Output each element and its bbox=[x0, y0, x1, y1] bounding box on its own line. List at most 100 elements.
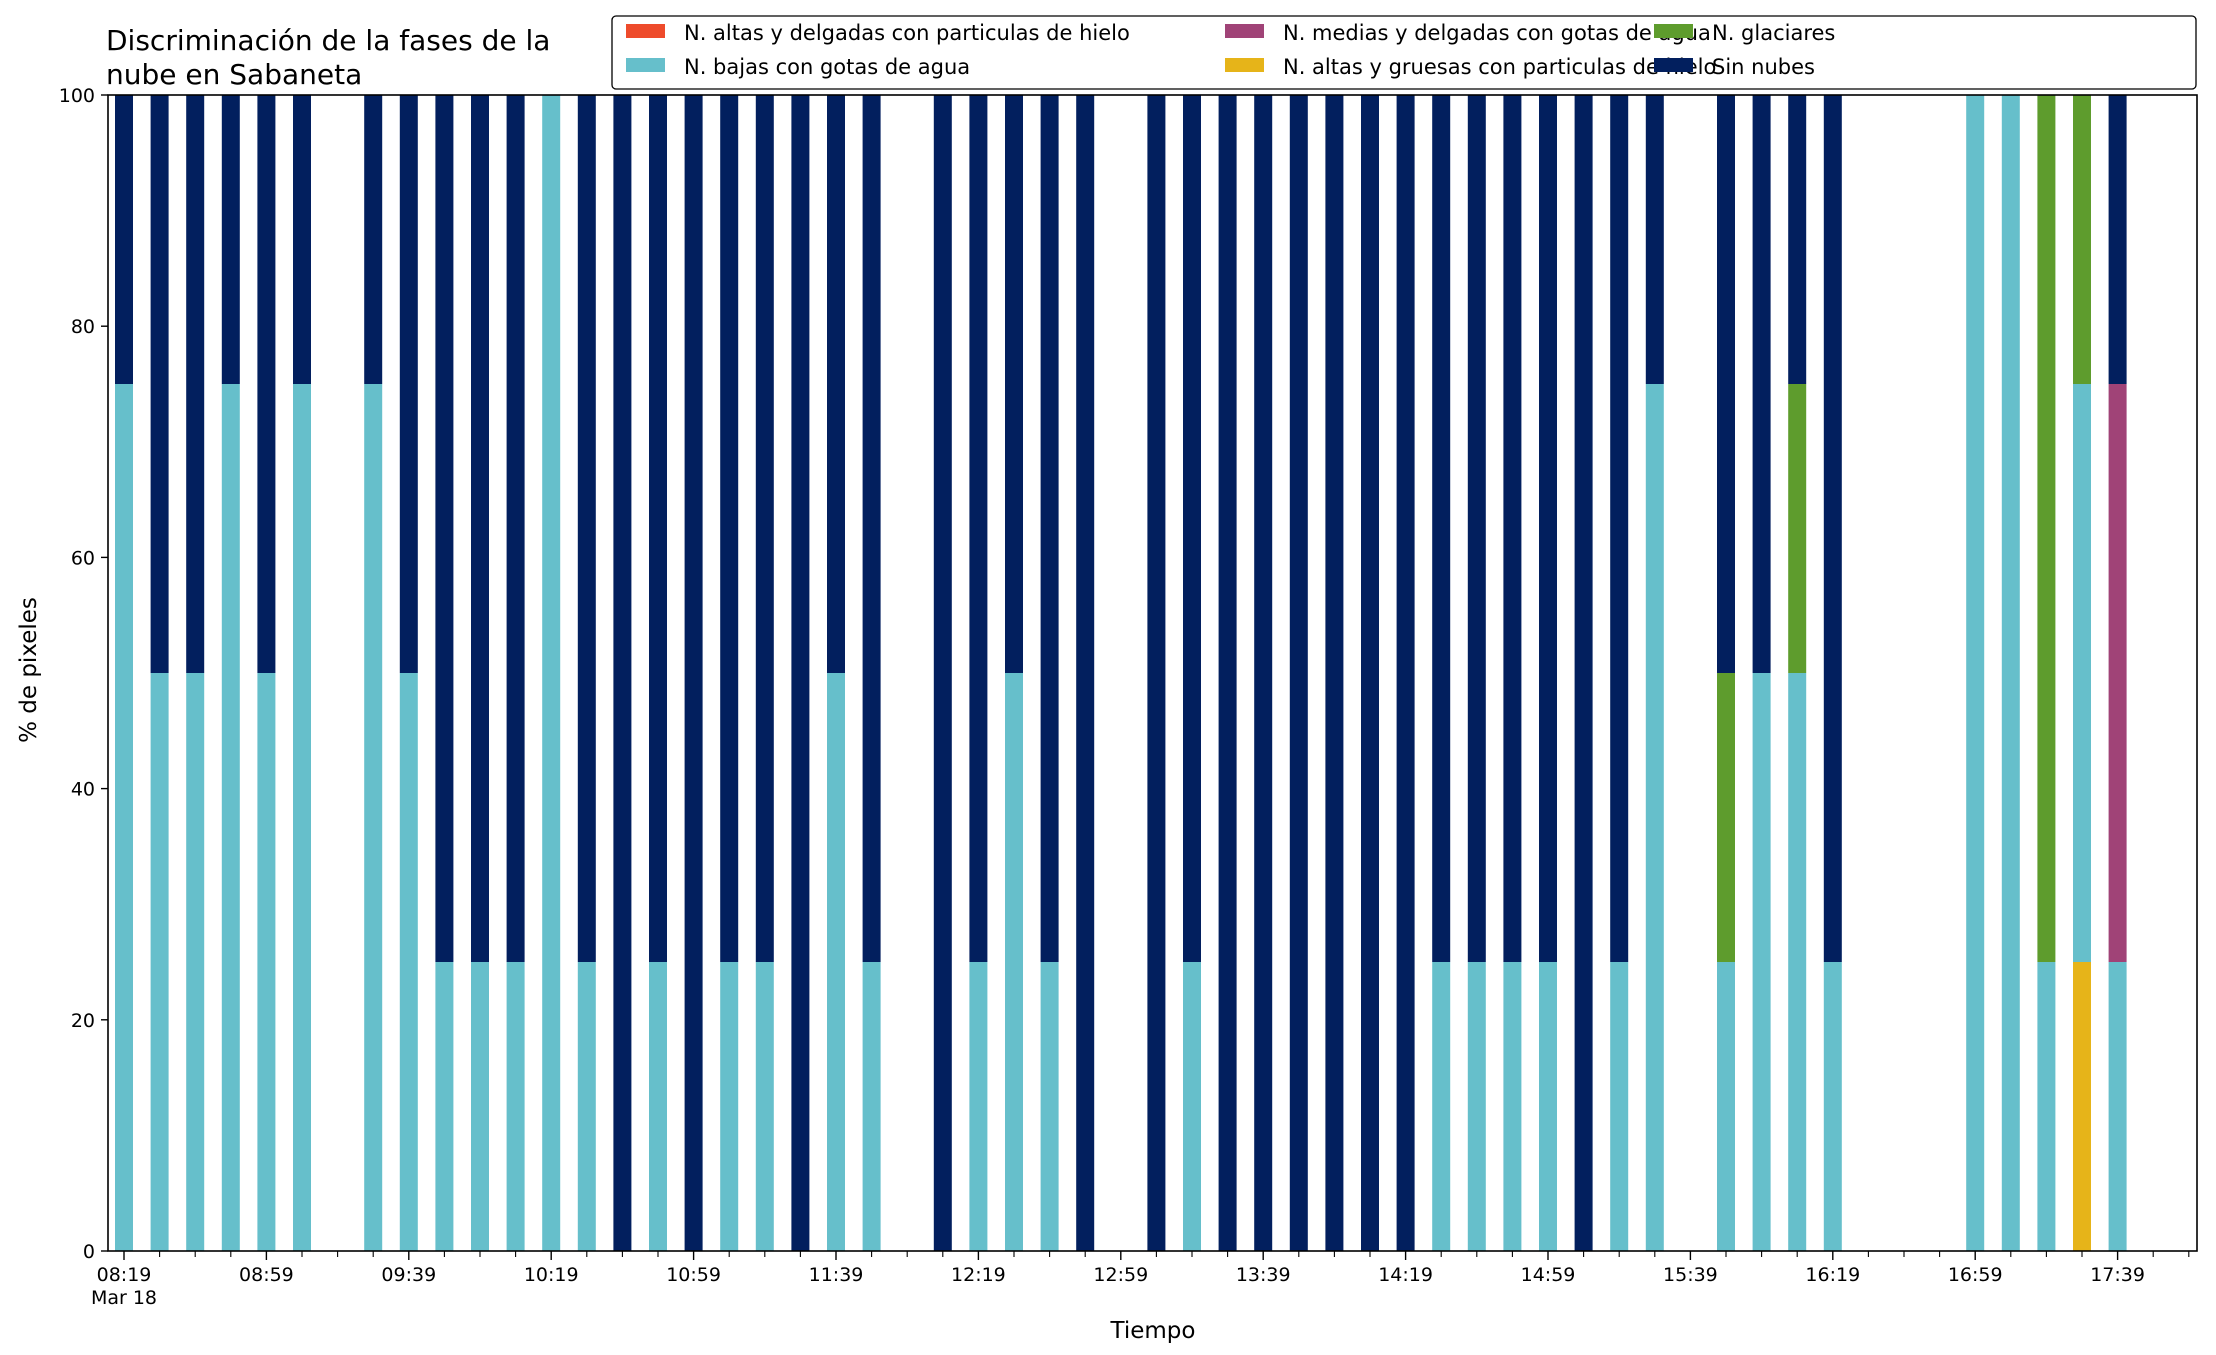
bar-segment-n_bajas-slot-48 bbox=[1823, 962, 1842, 1251]
bar-segment-n_glaciares-slot-45 bbox=[1717, 673, 1735, 962]
bar-segment-n_bajas-slot-18 bbox=[755, 962, 774, 1251]
chart-title-line-2: nube en Sabaneta bbox=[106, 58, 362, 91]
bar-segment-sin_nubes-slot-39 bbox=[1503, 95, 1522, 962]
bar-segment-n_bajas-slot-46 bbox=[1752, 673, 1771, 1251]
bar-segment-sin_nubes-slot-10 bbox=[471, 95, 489, 962]
legend: N. altas y delgadas con particulas de hi… bbox=[611, 15, 2197, 90]
legend-swatch-n_altas_delgadas bbox=[626, 24, 665, 38]
legend-swatch-n_bajas bbox=[626, 58, 665, 72]
bar-segment-sin_nubes-slot-20 bbox=[827, 95, 845, 673]
bar-segment-sin_nubes-slot-33 bbox=[1289, 95, 1308, 1251]
bar-segment-sin_nubes-slot-37 bbox=[1432, 95, 1451, 962]
legend-swatch-sin_nubes bbox=[1654, 58, 1693, 72]
bar-segment-n_bajas-slot-20 bbox=[827, 673, 845, 1251]
bar-segment-sin_nubes-slot-56 bbox=[2108, 95, 2127, 384]
x-tick-label: 14:19 bbox=[1378, 1264, 1433, 1286]
bar-segment-n_bajas-slot-47 bbox=[1788, 673, 1807, 1251]
x-tick-label: 12:19 bbox=[951, 1264, 1006, 1286]
bar-segment-sin_nubes-slot-2 bbox=[186, 95, 205, 673]
bar-segment-n_bajas-slot-7 bbox=[364, 384, 383, 1251]
bar-segment-n_glaciares-slot-47 bbox=[1788, 384, 1807, 673]
bar-segment-sin_nubes-slot-4 bbox=[257, 95, 276, 673]
x-tick-label: 14:59 bbox=[1521, 1264, 1576, 1286]
x-tick-label: 16:59 bbox=[1948, 1264, 2003, 1286]
bar-segment-sin_nubes-slot-13 bbox=[577, 95, 596, 962]
bar-segment-sin_nubes-slot-40 bbox=[1539, 95, 1557, 962]
bar-segment-sin_nubes-slot-38 bbox=[1467, 95, 1486, 962]
bar-segment-sin_nubes-slot-9 bbox=[435, 95, 454, 962]
bar-segment-sin_nubes-slot-41 bbox=[1574, 95, 1593, 1251]
bar-segment-sin_nubes-slot-15 bbox=[649, 95, 667, 962]
bar-segment-sin_nubes-slot-42 bbox=[1610, 95, 1629, 962]
bar-segment-n_bajas-slot-42 bbox=[1610, 962, 1629, 1251]
bar-segment-sin_nubes-slot-5 bbox=[293, 95, 311, 384]
legend-label-n_altas_delgadas: N. altas y delgadas con particulas de hi… bbox=[684, 21, 1130, 45]
x-tick-label: 15:39 bbox=[1663, 1264, 1718, 1286]
y-tick-label: 100 bbox=[59, 85, 95, 107]
x-tick-label: 16:19 bbox=[1805, 1264, 1860, 1286]
x-tick-sublabel: Mar 18 bbox=[91, 1287, 157, 1309]
x-tick-label: 13:39 bbox=[1236, 1264, 1291, 1286]
bar-segment-n_bajas-slot-52 bbox=[1966, 95, 1985, 1251]
bar-segment-sin_nubes-slot-24 bbox=[969, 95, 988, 962]
x-tick-label: 10:19 bbox=[524, 1264, 579, 1286]
legend-box bbox=[611, 15, 2197, 90]
y-axis-label: % de pixeles bbox=[16, 597, 42, 743]
bar-segment-sin_nubes-slot-14 bbox=[613, 95, 632, 1251]
bar-segment-n_bajas-slot-2 bbox=[186, 673, 205, 1251]
x-tick-label: 12:59 bbox=[1093, 1264, 1148, 1286]
bar-segment-n_glaciares-slot-54 bbox=[2037, 95, 2056, 962]
bar-segment-n_bajas-slot-25 bbox=[1005, 673, 1023, 1251]
bar-segment-sin_nubes-slot-1 bbox=[150, 95, 169, 673]
bar-segment-n_bajas-slot-10 bbox=[471, 962, 489, 1251]
bar-segment-sin_nubes-slot-16 bbox=[684, 95, 703, 1251]
bar-segment-n_bajas-slot-13 bbox=[577, 962, 596, 1251]
x-axis-label: Tiempo bbox=[1110, 1318, 1196, 1344]
bar-segment-n_bajas-slot-11 bbox=[506, 962, 525, 1251]
y-tick-label: 0 bbox=[83, 1241, 95, 1263]
bar-segment-sin_nubes-slot-36 bbox=[1396, 95, 1415, 1251]
bar-segment-n_bajas-slot-1 bbox=[150, 673, 169, 1251]
x-tick-label: 11:39 bbox=[809, 1264, 864, 1286]
bar-segment-n_bajas-slot-0 bbox=[115, 384, 133, 1251]
bar-segment-sin_nubes-slot-32 bbox=[1254, 95, 1273, 1251]
legend-label-n_medias: N. medias y delgadas con gotas de agua bbox=[1283, 21, 1711, 45]
bar-segment-sin_nubes-slot-25 bbox=[1005, 95, 1023, 673]
legend-swatch-n_medias bbox=[1225, 24, 1264, 38]
bar-segment-n_bajas-slot-45 bbox=[1717, 962, 1735, 1251]
bar-segment-n_altas_gruesas-slot-55 bbox=[2073, 962, 2091, 1251]
x-tick-label: 09:39 bbox=[381, 1264, 436, 1286]
legend-label-n_bajas: N. bajas con gotas de agua bbox=[684, 55, 970, 79]
bar-segment-sin_nubes-slot-21 bbox=[862, 95, 881, 962]
legend-swatch-n_altas_gruesas bbox=[1225, 58, 1264, 72]
bar-segment-sin_nubes-slot-18 bbox=[755, 95, 774, 962]
x-tick-label: 08:59 bbox=[239, 1264, 294, 1286]
bar-segment-n_bajas-slot-43 bbox=[1645, 384, 1664, 1251]
x-tick-label: 17:39 bbox=[2090, 1264, 2145, 1286]
bar-segment-sin_nubes-slot-43 bbox=[1645, 95, 1664, 384]
legend-label-sin_nubes: Sin nubes bbox=[1712, 55, 1815, 79]
bar-segment-n_bajas-slot-54 bbox=[2037, 962, 2056, 1251]
bar-segment-n_bajas-slot-55 bbox=[2073, 384, 2091, 962]
bar-segment-sin_nubes-slot-34 bbox=[1325, 95, 1344, 1251]
y-tick-label: 60 bbox=[71, 547, 95, 569]
bar-segment-sin_nubes-slot-48 bbox=[1823, 95, 1842, 962]
bar-segment-sin_nubes-slot-19 bbox=[791, 95, 810, 1251]
bar-segment-n_bajas-slot-24 bbox=[969, 962, 988, 1251]
x-tick-label: 10:59 bbox=[666, 1264, 721, 1286]
bar-segment-sin_nubes-slot-3 bbox=[221, 95, 240, 384]
bar-segment-sin_nubes-slot-23 bbox=[933, 95, 952, 1251]
bar-segment-sin_nubes-slot-26 bbox=[1040, 95, 1059, 962]
plot-frame bbox=[107, 94, 2198, 1252]
bar-segment-n_bajas-slot-40 bbox=[1539, 962, 1557, 1251]
bar-segment-sin_nubes-slot-45 bbox=[1717, 95, 1735, 673]
bar-segment-sin_nubes-slot-7 bbox=[364, 95, 383, 384]
bar-segment-n_medias-slot-56 bbox=[2108, 384, 2127, 962]
bar-segment-sin_nubes-slot-11 bbox=[506, 95, 525, 962]
bar-segment-n_bajas-slot-53 bbox=[2001, 95, 2020, 1251]
y-tick-label: 80 bbox=[71, 316, 95, 338]
bar-segment-n_bajas-slot-17 bbox=[720, 962, 739, 1251]
bar-segment-sin_nubes-slot-35 bbox=[1361, 95, 1379, 1251]
